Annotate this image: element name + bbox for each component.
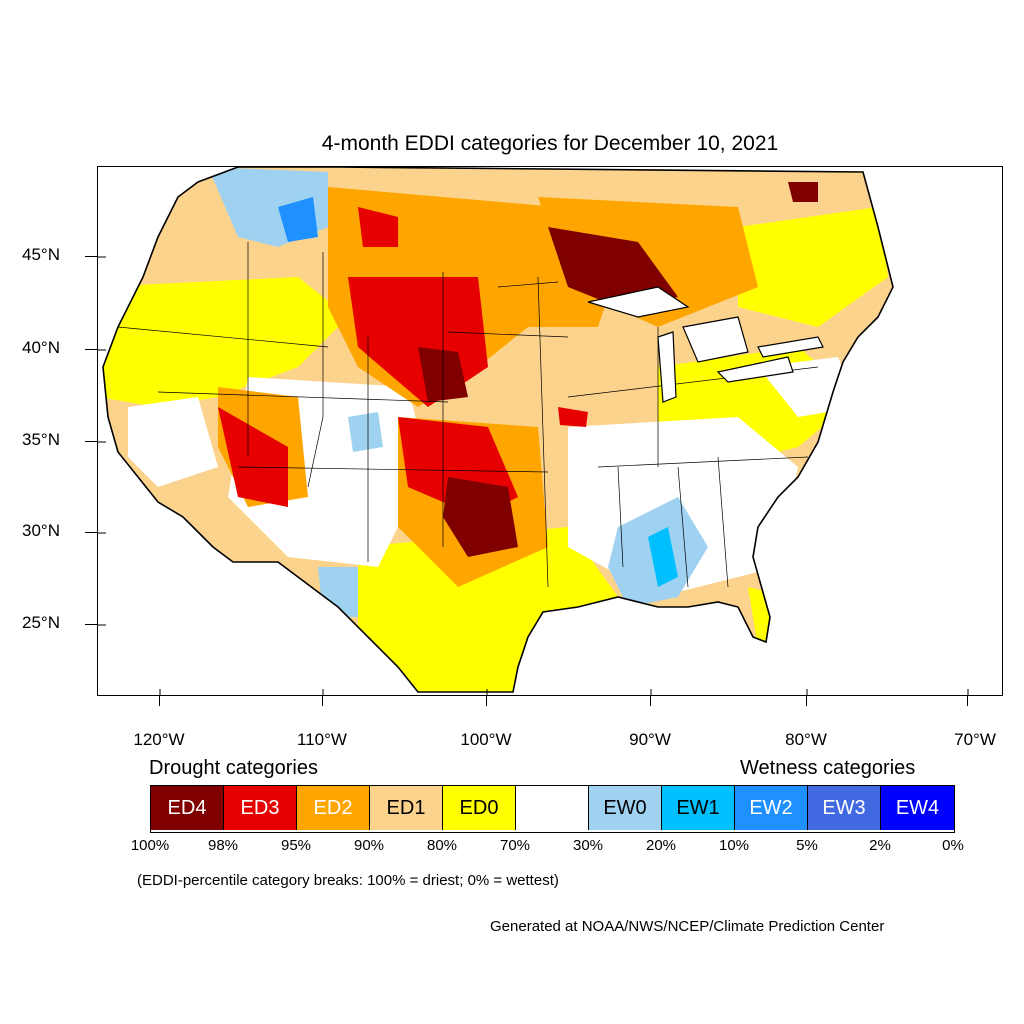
lon-label-80w: 80°W bbox=[785, 730, 827, 749]
lon-tick bbox=[322, 696, 323, 706]
legend-box-ew2: EW2 bbox=[735, 786, 808, 830]
wetness-categories-title: Wetness categories bbox=[740, 757, 916, 779]
category-note: (EDDI-percentile category breaks: 100% =… bbox=[137, 872, 559, 889]
lon-tick bbox=[486, 696, 487, 706]
state-boundaries bbox=[117, 242, 819, 588]
category-legend: ED4 ED3 ED2 ED1 ED0 EW0 EW1 EW2 EW3 EW4 bbox=[150, 785, 955, 833]
percentile-label: 5% bbox=[796, 837, 818, 854]
lat-label-45n: 45°N bbox=[22, 245, 60, 264]
eddi-map bbox=[97, 166, 1003, 696]
lat-tick bbox=[85, 532, 97, 533]
percentile-label: 100% bbox=[130, 837, 170, 854]
drought-categories-title: Drought categories bbox=[149, 757, 318, 779]
lon-label-120w: 120°W bbox=[133, 730, 185, 749]
legend-box-ed4: ED4 bbox=[151, 786, 224, 830]
lon-tick bbox=[159, 696, 160, 706]
legend-box-ed2: ED2 bbox=[297, 786, 370, 830]
lon-label-70w: 70°W bbox=[954, 730, 996, 749]
lat-tick bbox=[85, 256, 97, 257]
lat-tick bbox=[85, 441, 97, 442]
lon-label-110w: 110°W bbox=[297, 730, 347, 749]
percentile-label: 20% bbox=[645, 837, 677, 854]
lon-tick bbox=[806, 696, 807, 706]
percentile-label: 98% bbox=[207, 837, 239, 854]
lat-label-30n: 30°N bbox=[22, 521, 60, 540]
lon-label-100w: 100°W bbox=[460, 730, 512, 749]
percentile-label: 10% bbox=[718, 837, 750, 854]
percentile-label: 90% bbox=[353, 837, 385, 854]
graticule-edge bbox=[98, 256, 969, 695]
lon-label-90w: 90°W bbox=[629, 730, 671, 749]
percentile-label: 2% bbox=[869, 837, 891, 854]
lat-label-35n: 35°N bbox=[22, 430, 60, 449]
lat-tick bbox=[85, 624, 97, 625]
us-map-svg bbox=[98, 167, 969, 695]
eddi-category-fill bbox=[103, 167, 893, 692]
us-outline bbox=[102, 167, 894, 693]
percentile-label: 95% bbox=[280, 837, 312, 854]
map-title: 4-month EDDI categories for December 10,… bbox=[321, 132, 779, 155]
lat-label-25n: 25°N bbox=[22, 613, 60, 632]
credit-line: Generated at NOAA/NWS/NCEP/Climate Predi… bbox=[490, 918, 885, 935]
percentile-label: 80% bbox=[426, 837, 458, 854]
lat-tick bbox=[85, 349, 97, 350]
legend-box-ew4: EW4 bbox=[881, 786, 954, 830]
lon-tick bbox=[650, 696, 651, 706]
legend-box-ed3: ED3 bbox=[224, 786, 297, 830]
percentile-label: 30% bbox=[572, 837, 604, 854]
legend-box-ew3: EW3 bbox=[808, 786, 881, 830]
legend-box-neutral bbox=[516, 786, 589, 830]
lon-tick bbox=[967, 696, 968, 706]
percentile-label: 0% bbox=[942, 837, 964, 854]
legend-box-ed1: ED1 bbox=[370, 786, 443, 830]
great-lakes bbox=[587, 286, 824, 403]
legend-box-ew0: EW0 bbox=[589, 786, 662, 830]
legend-box-ed0: ED0 bbox=[443, 786, 516, 830]
percentile-label: 70% bbox=[499, 837, 531, 854]
lat-label-40n: 40°N bbox=[22, 338, 60, 357]
legend-box-ew1: EW1 bbox=[662, 786, 735, 830]
